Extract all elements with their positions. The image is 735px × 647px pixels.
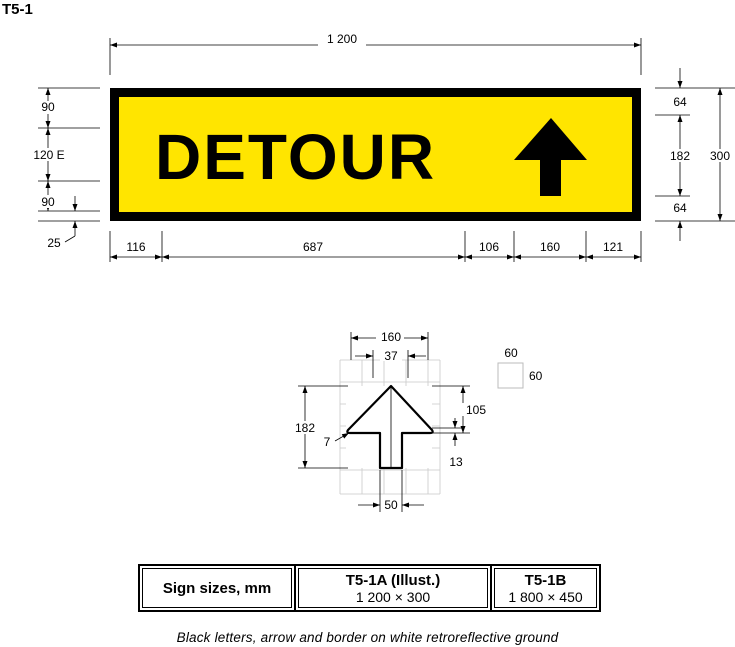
dim-left-bottom: 90 xyxy=(41,195,55,209)
dim-left: 90 120 E 90 25 xyxy=(27,87,100,250)
dim-overall-width: 1 200 xyxy=(109,32,642,75)
caption: Black letters, arrow and border on white… xyxy=(176,630,559,645)
dim-border: 25 xyxy=(47,236,61,250)
arrow-detail-dims: 160 37 182 105 13 7 50 xyxy=(290,330,486,512)
sign-code: T5-1 xyxy=(2,1,33,18)
size-table-col-a: T5-1A (Illust.) 1 200 × 300 xyxy=(296,566,492,610)
size-table-col-a-size: 1 200 × 300 xyxy=(355,588,431,605)
size-table-header-cell: Sign sizes, mm xyxy=(140,566,296,610)
dim-overall-height: 300 xyxy=(710,149,730,163)
dim-seg-1: 116 xyxy=(126,240,145,254)
detail-radius: 7 xyxy=(324,435,331,449)
grid-cell-width: 60 xyxy=(504,346,518,360)
size-table: Sign sizes, mm T5-1A (Illust.) 1 200 × 3… xyxy=(138,564,601,612)
dim-overall-width-label: 1 200 xyxy=(327,32,357,46)
dim-arrow-height: 182 xyxy=(670,149,690,163)
sign-legend: DETOUR xyxy=(155,121,436,193)
detail-stem-width: 50 xyxy=(384,498,398,512)
dim-seg-3: 106 xyxy=(479,240,499,254)
dim-seg-5: 121 xyxy=(603,240,623,254)
detail-height: 182 xyxy=(295,421,315,435)
detail-barb: 13 xyxy=(449,455,463,469)
size-table-col-b-size: 1 800 × 450 xyxy=(508,588,583,605)
dim-letter-height: 120 E xyxy=(33,148,64,162)
dim-right-top: 64 xyxy=(673,95,687,109)
dim-bottom: 116 687 106 160 121 xyxy=(109,231,642,262)
dim-left-top: 90 xyxy=(41,100,55,114)
grid-cell-height: 60 xyxy=(529,369,543,383)
size-table-col-b: T5-1B 1 800 × 450 xyxy=(492,566,599,610)
size-table-header: Sign sizes, mm xyxy=(162,579,272,597)
detail-stem-top: 37 xyxy=(384,349,398,363)
dim-seg-4: 160 xyxy=(540,240,560,254)
size-table-col-b-name: T5-1B xyxy=(524,571,567,589)
dim-seg-2: 687 xyxy=(303,240,323,254)
arrow-up-icon xyxy=(514,118,587,196)
detail-width: 160 xyxy=(381,330,401,344)
dim-right-bottom: 64 xyxy=(673,201,687,215)
dim-right: 64 182 64 300 xyxy=(655,68,735,241)
size-table-col-a-name: T5-1A (Illust.) xyxy=(345,571,441,589)
detail-head-length: 105 xyxy=(466,403,486,417)
grid-scale-legend: 60 60 xyxy=(497,346,543,389)
